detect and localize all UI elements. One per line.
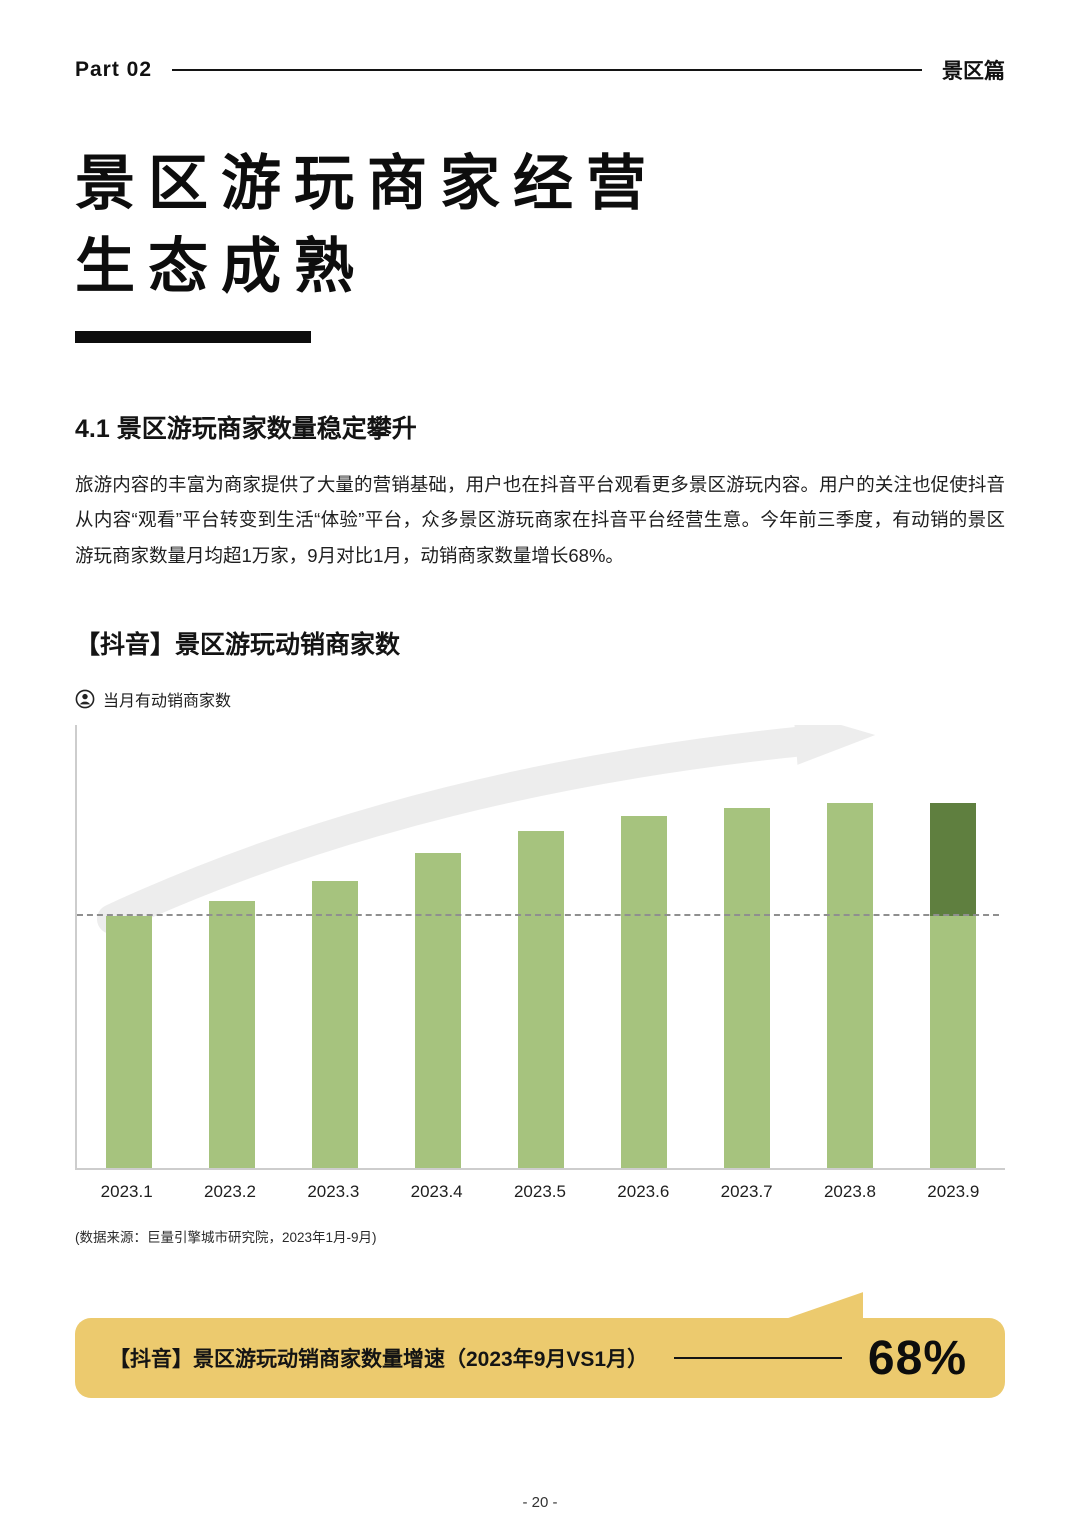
bar-column xyxy=(696,808,799,1169)
bar-column xyxy=(283,881,386,1169)
banner-pointer-tail xyxy=(785,1292,863,1320)
page-header: Part 02 景区篇 xyxy=(75,55,1005,85)
growth-banner-label: 【抖音】景区游玩动销商家数量增速（2023年9月VS1月） xyxy=(109,1348,649,1372)
x-axis-label: 2023.8 xyxy=(823,1182,876,1202)
x-axis-label: 2023.4 xyxy=(410,1182,463,1202)
section-heading: 4.1 景区游玩商家数量稳定攀升 xyxy=(75,414,417,443)
x-axis-label: 2023.2 xyxy=(203,1182,256,1202)
chart-legend: 当月有动销商家数 xyxy=(75,687,1005,711)
x-axis-label: 2023.1 xyxy=(100,1182,153,1202)
bar-column xyxy=(489,831,592,1169)
x-axis-label: 2023.7 xyxy=(720,1182,773,1202)
bar-highlight-segment xyxy=(930,803,977,917)
page-title-line1: 景区游玩商家经营 xyxy=(75,150,659,217)
x-labels: 2023.1 2023.2 2023.3 2023.4 2023.5 2023.6 2023… xyxy=(75,1182,1005,1202)
bar-2023.6 xyxy=(621,816,668,1169)
bar-2023.9 xyxy=(930,803,977,1169)
header-rule xyxy=(172,69,922,71)
growth-banner-connector-line xyxy=(674,1356,842,1360)
bar-column xyxy=(180,901,283,1169)
bar-column xyxy=(902,803,1005,1169)
page-number: - 20 - xyxy=(522,1494,558,1512)
x-axis-label: 2023.5 xyxy=(513,1182,566,1202)
bar-column xyxy=(799,803,902,1169)
bar-2023.7 xyxy=(724,808,771,1169)
x-axis-label: 2023.6 xyxy=(617,1182,670,1202)
section-badge: 景区篇 xyxy=(942,60,1005,83)
bars xyxy=(77,725,1005,1169)
growth-percentage: 68% xyxy=(867,1331,967,1385)
section-body-text: 旅游内容的丰富为商家提供了大量的营销基础，用户也在抖音平台观看更多景区游玩内容。… xyxy=(75,473,1005,566)
bar-2023.3 xyxy=(311,881,358,1169)
page-title-line2: 生态成熟 xyxy=(75,232,367,300)
x-axis-label: 2023.9 xyxy=(927,1182,980,1202)
growth-banner-wrap: 【抖音】景区游玩动销商家数量增速（2023年9月VS1月） 68% xyxy=(75,1292,1005,1399)
title-block: 景区游玩商家经营 生态成熟 xyxy=(75,143,1005,343)
x-axis-label: 2023.3 xyxy=(307,1182,360,1202)
bar-2023.1 xyxy=(105,916,152,1169)
reference-line xyxy=(77,914,999,917)
merchant-circle-icon xyxy=(75,689,95,709)
part-label: Part 02 xyxy=(75,58,153,81)
chart-title: 【抖音】景区游玩动销商家数 xyxy=(75,631,401,660)
title-underline-bar xyxy=(75,330,311,343)
bar-2023.8 xyxy=(827,803,874,1169)
legend-label: 当月有动销商家数 xyxy=(103,693,232,711)
growth-banner: 【抖音】景区游玩动销商家数量增速（2023年9月VS1月） 68% xyxy=(75,1318,1005,1399)
bar-2023.5 xyxy=(517,831,564,1169)
bar-2023.4 xyxy=(414,853,461,1169)
chart-plot xyxy=(75,725,1005,1171)
bar-column xyxy=(386,853,489,1169)
page-title: 景区游玩商家经营 生态成熟 xyxy=(75,143,1005,309)
bar-column xyxy=(77,916,180,1169)
data-source-note: (数据来源：巨量引擎城市研究院，2023年1月-9月) xyxy=(75,1230,377,1246)
bar-2023.2 xyxy=(208,901,255,1169)
bar-column xyxy=(593,816,696,1169)
